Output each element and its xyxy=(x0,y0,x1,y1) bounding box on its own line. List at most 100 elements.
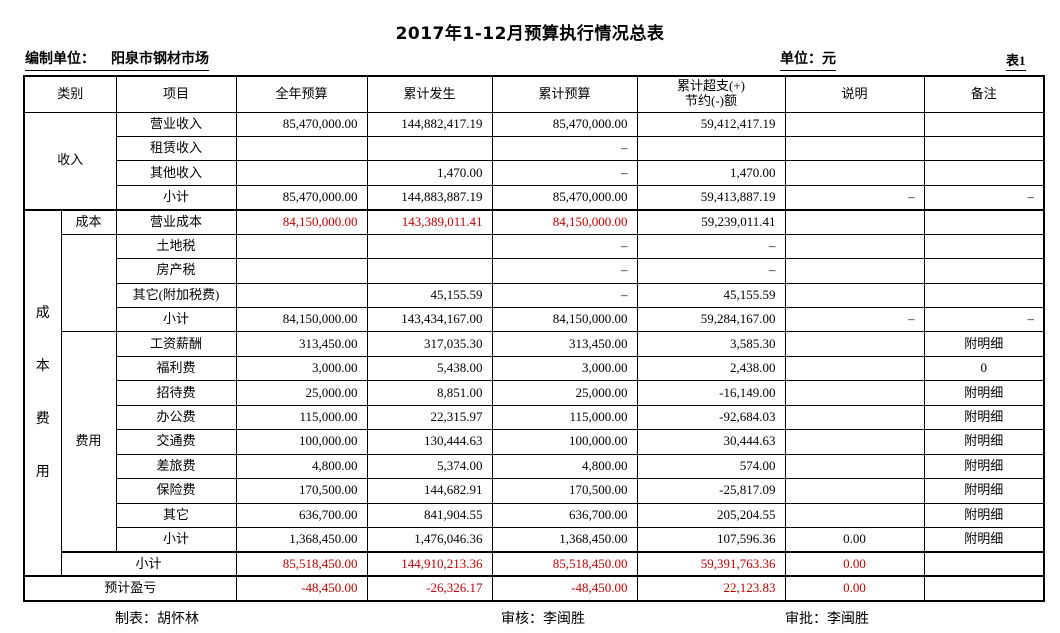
annual-budget-cell: 636,700.00 xyxy=(235,502,368,528)
item-label-cell: 小计 xyxy=(115,526,237,553)
remark-cell: – xyxy=(923,306,1045,333)
table-row-fee-2: 福利费 3,000.00 5,438.00 3,000.00 2,438.00 … xyxy=(24,355,1045,382)
cum-actual-cell: 143,434,167.00 xyxy=(366,306,493,333)
cum-diff-cell: – xyxy=(636,233,786,260)
table-row-cost-1: 成本费用 成本 营业成本 84,150,000.00 143,389,011.4… xyxy=(23,208,1045,577)
table-row-income-subtotal: 小计 85,470,000.00 144,883,887.19 85,470,0… xyxy=(24,184,1045,211)
table-row-profit-loss: 预计盈亏 -48,450.00 -26,326.17 -48,450.00 22… xyxy=(23,575,1045,602)
cum-actual-cell: 1,470.00 xyxy=(366,160,493,186)
remark-cell xyxy=(923,575,1045,602)
cum-budget-cell: 100,000.00 xyxy=(491,429,638,455)
header-category: 类别 xyxy=(23,75,117,113)
annual-budget-cell: 85,518,450.00 xyxy=(235,550,368,577)
remark-cell: 附明细 xyxy=(923,526,1045,553)
table-row-income-2: 租赁收入 – xyxy=(24,135,1045,162)
remark-cell xyxy=(923,550,1045,577)
item-label-cell: 福利费 xyxy=(115,355,237,382)
item-label-cell: 小计 xyxy=(115,184,237,211)
signature-reviewer: 审核：李闽胜 xyxy=(501,612,585,627)
item-label-cell: 其它 xyxy=(115,502,237,528)
subgroup-cost-cell: 成本 xyxy=(60,208,117,235)
header-cum-budget: 累计预算 xyxy=(491,75,638,113)
table-row-fee-6: 差旅费 4,800.00 5,374.00 4,800.00 574.00 附明… xyxy=(24,453,1045,480)
header-cum-diff: 累计超支(+) 节约(-)额 xyxy=(636,75,786,113)
note-cell xyxy=(784,478,925,504)
sheet-number: 表1 xyxy=(1006,50,1026,71)
cum-actual-cell: 143,389,011.41 xyxy=(366,208,493,235)
cum-diff-cell: – xyxy=(636,258,786,284)
org-line: 编制单位： 阳泉市钢材市场 xyxy=(25,48,209,71)
note-cell: – xyxy=(784,306,925,333)
subcategory-empty-cell xyxy=(60,233,117,333)
group-cost-fee-label: 成本费用 xyxy=(35,306,50,481)
cum-actual-cell: 317,035.30 xyxy=(366,331,493,357)
cum-diff-cell: 1,470.00 xyxy=(636,160,786,186)
item-label-cell: 工资薪酬 xyxy=(115,331,237,357)
remark-cell xyxy=(923,135,1045,162)
remark-cell xyxy=(923,111,1045,137)
note-cell xyxy=(784,429,925,455)
cum-diff-cell xyxy=(636,135,786,162)
annual-budget-cell: 85,470,000.00 xyxy=(235,184,368,211)
table-row-fee-4: 办公费 115,000.00 22,315.97 115,000.00 -92,… xyxy=(24,404,1045,431)
group-cost-fee-cell: 成本费用 xyxy=(23,208,62,577)
note-cell xyxy=(784,404,925,431)
remark-cell xyxy=(923,282,1045,309)
annual-budget-cell xyxy=(235,135,368,162)
annual-budget-cell: 1,368,450.00 xyxy=(235,526,368,553)
cum-budget-cell: 4,800.00 xyxy=(491,453,638,480)
item-label-cell: 其他收入 xyxy=(115,160,237,186)
remark-cell: 附明细 xyxy=(923,478,1045,504)
cum-budget-cell: 313,450.00 xyxy=(491,331,638,357)
note-cell: 0.00 xyxy=(784,575,925,602)
cum-budget-cell: 170,500.00 xyxy=(491,478,638,504)
cum-budget-cell: – xyxy=(491,233,638,260)
note-cell xyxy=(784,111,925,137)
cum-actual-cell xyxy=(366,258,493,284)
table-row-cost-4: 其它(附加税费) 45,155.59 – 45,155.59 xyxy=(24,282,1045,309)
item-label-cell: 差旅费 xyxy=(115,453,237,480)
item-label-cell: 营业收入 xyxy=(115,111,237,137)
cum-diff-cell: 2,438.00 xyxy=(636,355,786,382)
cum-budget-cell: 25,000.00 xyxy=(491,380,638,406)
item-label-cell: 小计 xyxy=(60,550,237,577)
cum-actual-cell: -26,326.17 xyxy=(366,575,493,602)
cum-actual-cell: 8,851.00 xyxy=(366,380,493,406)
table-row-fee-5: 交通费 100,000.00 130,444.63 100,000.00 30,… xyxy=(24,429,1045,455)
annual-budget-cell: -48,450.00 xyxy=(235,575,368,602)
cum-budget-cell: 85,470,000.00 xyxy=(491,184,638,211)
cum-budget-cell: -48,450.00 xyxy=(491,575,638,602)
note-cell xyxy=(784,233,925,260)
cum-actual-cell: 5,438.00 xyxy=(366,355,493,382)
cum-actual-cell: 130,444.63 xyxy=(366,429,493,455)
remark-cell: – xyxy=(923,184,1045,211)
item-label-cell: 房产税 xyxy=(115,258,237,284)
cum-actual-cell: 144,883,887.19 xyxy=(366,184,493,211)
header-annual-budget: 全年预算 xyxy=(235,75,368,113)
table-row-income-3: 其他收入 1,470.00 – 1,470.00 xyxy=(24,160,1045,186)
note-cell xyxy=(784,160,925,186)
cum-diff-cell: 107,596.36 xyxy=(636,526,786,553)
note-cell xyxy=(784,453,925,480)
cum-budget-cell: – xyxy=(491,258,638,284)
org-value: 阳泉市钢材市场 xyxy=(111,52,209,67)
table-row-fee-1: 费用 工资薪酬 313,450.00 317,035.30 313,450.00… xyxy=(24,331,1045,553)
annual-budget-cell: 170,500.00 xyxy=(235,478,368,504)
item-label-cell: 办公费 xyxy=(115,404,237,431)
table-row-fee-subtotal: 小计 1,368,450.00 1,476,046.36 1,368,450.0… xyxy=(24,526,1045,553)
cum-diff-cell: 45,155.59 xyxy=(636,282,786,309)
table-row-grand-subtotal: 小计 85,518,450.00 144,910,213.36 85,518,4… xyxy=(24,550,1045,577)
cum-actual-cell: 144,682.91 xyxy=(366,478,493,504)
cum-budget-cell: 1,368,450.00 xyxy=(491,526,638,553)
note-cell: 0.00 xyxy=(784,526,925,553)
item-label-cell: 土地税 xyxy=(115,233,237,260)
remark-cell: 附明细 xyxy=(923,453,1045,480)
note-cell xyxy=(784,208,925,235)
annual-budget-cell: 84,150,000.00 xyxy=(235,208,368,235)
cum-diff-cell: 59,284,167.00 xyxy=(636,306,786,333)
cum-actual-cell: 144,910,213.36 xyxy=(366,550,493,577)
note-cell xyxy=(784,355,925,382)
cum-actual-cell: 841,904.55 xyxy=(366,502,493,528)
annual-budget-cell: 313,450.00 xyxy=(235,331,368,357)
remark-cell: 附明细 xyxy=(923,331,1045,357)
